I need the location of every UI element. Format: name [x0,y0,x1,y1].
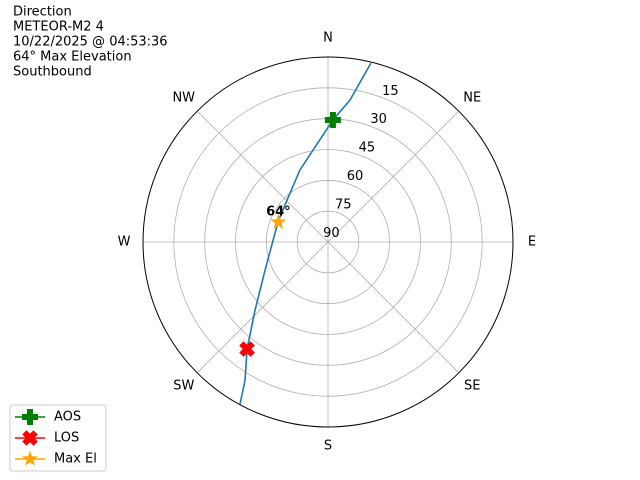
grid-spoke [327,110,460,243]
title-line: Direction [13,5,72,20]
theta-tick-label: NE [463,90,481,105]
legend-marker [22,409,38,425]
theta-tick-label: S [324,439,332,454]
grid-spoke [196,241,329,374]
title-line: METEOR-M2 4 [13,20,104,35]
marker-x [239,341,255,357]
legend-label: Max El [54,452,97,467]
r-tick-label: 60 [347,169,364,184]
r-tick-label: 15 [382,84,399,99]
legend-label: AOS [54,410,81,425]
r-tick-label: 30 [370,112,387,127]
title-line: 10/22/2025 @ 04:53:36 [13,35,168,50]
legend-marker [22,450,38,466]
theta-tick-label: E [528,235,536,250]
theta-tick-label: N [323,31,333,46]
legend-box [9,404,107,472]
title-line: Southbound [13,65,92,80]
title-line: 64° Max Elevation [13,50,132,65]
polar-frame [142,56,514,428]
theta-tick-label: NW [172,90,195,105]
track-line [239,62,372,405]
marker-plus [324,112,341,128]
r-tick-label: 75 [335,198,352,213]
grid-spoke [196,110,329,243]
r-tick-label: 90 [323,226,340,241]
legend-label: LOS [54,431,79,446]
grid-spoke [327,241,460,374]
legend-marker [22,430,38,446]
theta-tick-label: SW [173,379,194,394]
theta-tick-label: SE [464,379,480,394]
r-tick-label: 45 [359,141,376,156]
marker-star [270,213,287,229]
annotation: 64° [266,205,291,220]
theta-tick-label: W [118,235,131,250]
